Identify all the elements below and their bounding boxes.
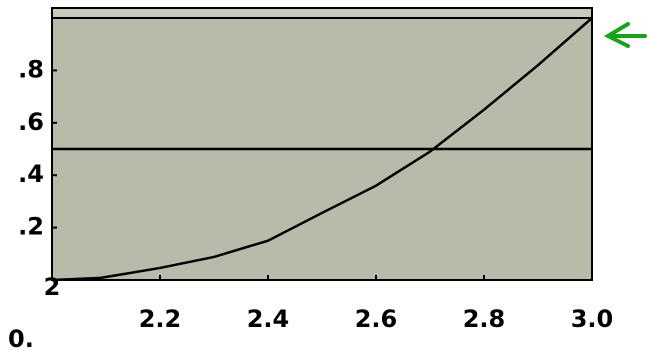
annotation: 0. (8, 325, 34, 350)
y-tick-label: .8 (18, 55, 44, 83)
page: {"chart_data": {"type": "line", "x": [2.… (0, 0, 653, 350)
x-tick-label: 3.0 (571, 305, 614, 333)
chart: 0. .2 .4 .6 .8 2 2.2 2.4 2.6 2.8 3.0 (0, 0, 653, 350)
y-tick-label: .2 (18, 213, 44, 241)
x-tick-label: 2.4 (247, 305, 290, 333)
top-strip (52, 8, 592, 18)
y-tick-label: .6 (18, 108, 44, 136)
x-tick-label: 2.8 (463, 305, 506, 333)
x-tick-label: 2.6 (355, 305, 398, 333)
y-tick-label: .4 (18, 160, 44, 188)
green-arrow (608, 24, 645, 46)
x-tick-label: 2 (44, 273, 61, 301)
x-tick-label: 2.2 (139, 305, 182, 333)
